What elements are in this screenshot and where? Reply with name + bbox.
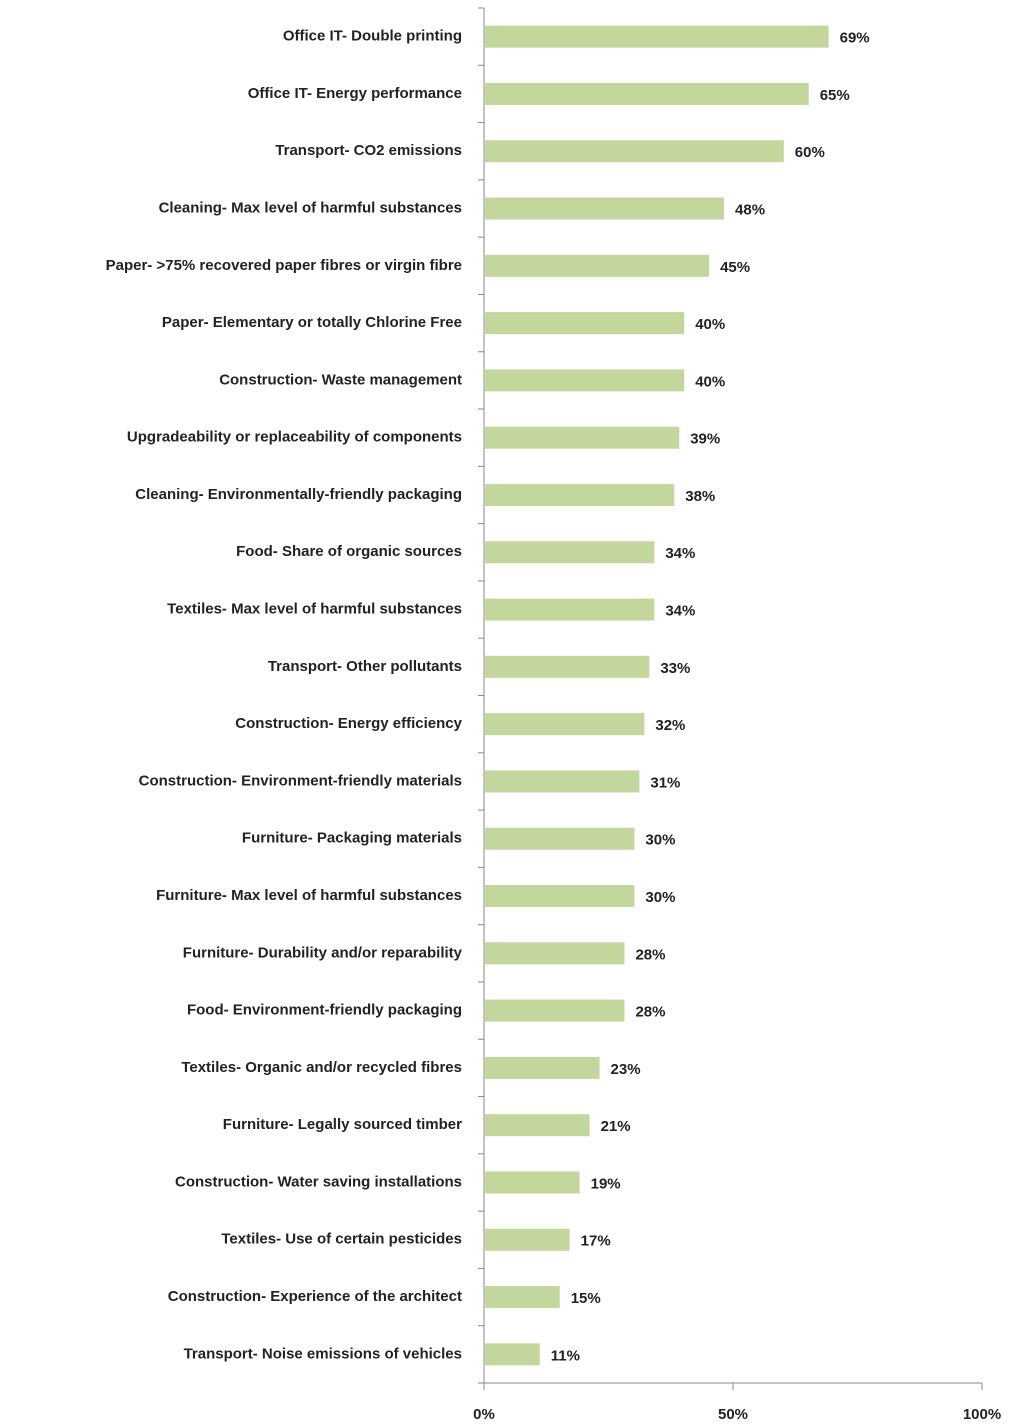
value-label: 40% [695, 316, 725, 333]
bar [485, 312, 685, 335]
value-label: 23% [611, 1061, 641, 1078]
value-label: 31% [650, 774, 680, 791]
bar [485, 885, 635, 908]
value-label: 28% [635, 1004, 665, 1021]
bar [485, 1228, 570, 1251]
bar [485, 1171, 580, 1194]
value-label: 19% [591, 1175, 621, 1192]
bar [485, 197, 725, 220]
category-label: Furniture- Max level of harmful substanc… [156, 887, 462, 904]
category-label: Cleaning- Environmentally-friendly packa… [135, 486, 462, 503]
bar [485, 1286, 560, 1309]
category-label: Food- Share of organic sources [236, 543, 462, 560]
category-label: Textiles- Use of certain pesticides [221, 1231, 462, 1248]
category-label: Paper- >75% recovered paper fibres or vi… [106, 257, 462, 274]
value-label: 33% [660, 660, 690, 677]
category-label: Construction- Waste management [219, 371, 462, 388]
category-label: Furniture- Packaging materials [242, 830, 462, 847]
value-label: 65% [820, 87, 850, 104]
category-label: Textiles- Organic and/or recycled fibres [181, 1059, 462, 1076]
bar [485, 770, 640, 793]
bar [485, 483, 675, 506]
bar [485, 82, 809, 105]
value-label: 15% [571, 1290, 601, 1307]
value-label: 32% [655, 717, 685, 734]
bar [485, 1056, 600, 1079]
category-label: Textiles- Max level of harmful substance… [167, 601, 462, 618]
bar [485, 999, 625, 1022]
category-label: Construction- Environment-friendly mater… [139, 772, 462, 789]
value-label: 60% [795, 144, 825, 161]
category-label: Transport- CO2 emissions [275, 142, 462, 159]
value-label: 48% [735, 201, 765, 218]
category-label: Construction- Water saving installations [175, 1173, 462, 1190]
value-label: 34% [665, 603, 695, 620]
category-label: Construction- Energy efficiency [235, 715, 462, 732]
bar [485, 713, 645, 736]
bar [485, 254, 710, 277]
value-label: 38% [685, 488, 715, 505]
category-label: Paper- Elementary or totally Chlorine Fr… [162, 314, 462, 331]
x-tick-label: 50% [718, 1406, 748, 1423]
value-label: 69% [840, 30, 870, 47]
bar [485, 598, 655, 621]
category-label: Office IT- Energy performance [248, 85, 462, 102]
category-label: Office IT- Double printing [283, 28, 462, 45]
value-label: 40% [695, 373, 725, 390]
value-label: 39% [690, 431, 720, 448]
category-label: Food- Environment-friendly packaging [187, 1002, 462, 1019]
bar [485, 140, 784, 163]
value-label: 11% [551, 1347, 580, 1364]
bar [485, 942, 625, 965]
category-label: Construction- Experience of the architec… [168, 1288, 462, 1305]
bar [485, 1343, 540, 1366]
value-label: 45% [720, 259, 750, 276]
value-label: 34% [665, 545, 695, 562]
bar [485, 426, 680, 449]
category-label: Furniture- Legally sourced timber [223, 1116, 462, 1133]
category-label: Upgradeability or replaceability of comp… [127, 429, 462, 446]
category-label: Cleaning- Max level of harmful substance… [159, 199, 462, 216]
category-label: Transport- Noise emissions of vehicles [184, 1345, 462, 1362]
value-label: 30% [645, 889, 675, 906]
bar [485, 25, 829, 48]
bar [485, 655, 650, 678]
value-label: 30% [645, 832, 675, 849]
bar [485, 1114, 590, 1137]
value-label: 28% [635, 946, 665, 963]
bar [485, 369, 685, 392]
x-tick-label: 0% [473, 1406, 495, 1423]
category-label: Furniture- Durability and/or reparabilit… [183, 944, 463, 961]
value-label: 21% [601, 1118, 631, 1135]
bar [485, 541, 655, 564]
value-label: 17% [581, 1233, 611, 1250]
x-tick-label: 100% [963, 1406, 1001, 1423]
category-label: Transport- Other pollutants [268, 658, 462, 675]
bar [485, 827, 635, 850]
